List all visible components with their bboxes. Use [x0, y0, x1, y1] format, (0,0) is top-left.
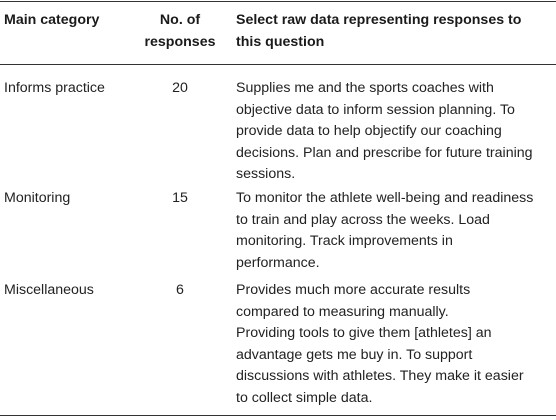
- table-top-rule: [0, 1, 556, 2]
- row-3-line-4: advantage gets me buy in. To support: [236, 346, 473, 363]
- row-1-category: Informs practice: [4, 78, 129, 100]
- header-raw-data-line-1: Select raw data representing responses t…: [236, 12, 522, 28]
- row-1-line-4: decisions. Plan and prescribe for future…: [236, 144, 533, 161]
- row-2-category-text: Monitoring: [4, 190, 71, 206]
- row-1-line-1: Supplies me and the sports coaches with: [236, 80, 494, 96]
- row-3-responses: Provides much more accurate results comp…: [236, 280, 554, 410]
- row-1-count: 20: [130, 78, 230, 100]
- row-2-category: Monitoring: [4, 188, 129, 210]
- row-2-line-3: monitoring. Track improvements in: [236, 233, 453, 250]
- header-raw-data: Select raw data representing responses t…: [236, 10, 554, 53]
- table-bottom-rule: [0, 415, 556, 416]
- row-3-category: Miscellaneous: [4, 280, 129, 302]
- row-1-responses: Supplies me and the sports coaches with …: [236, 78, 554, 186]
- header-number-line-2: responses: [144, 33, 216, 50]
- header-number-line-1: No. of: [159, 12, 201, 28]
- row-1-line-5: sessions.: [236, 166, 296, 183]
- row-3-count-text: 6: [176, 282, 184, 298]
- row-3-line-6: to collect simple data.: [236, 389, 373, 406]
- row-3-line-1: Provides much more accurate results: [236, 282, 471, 298]
- row-1-category-text: Informs practice: [4, 80, 105, 96]
- row-1-line-2: objective data to inform session plannin…: [236, 101, 515, 118]
- header-number-of-responses: No. of responses: [130, 10, 230, 53]
- row-1-line-3: provide data to help objectify our coach…: [236, 123, 502, 140]
- row-2-count-text: 15: [172, 190, 188, 206]
- row-3-count: 6: [130, 280, 230, 302]
- header-main-category: Main category: [4, 10, 129, 32]
- row-2-count: 15: [130, 188, 230, 210]
- row-2-line-2: to train and play across the weeks. Load: [236, 211, 490, 228]
- row-3-line-2: compared to measuring manually.: [236, 303, 449, 320]
- header-raw-data-line-2: this question: [236, 33, 325, 50]
- row-3-line-3: Providing tools to give them [athletes] …: [236, 325, 492, 342]
- row-2-line-1: To monitor the athlete well-being and re…: [236, 190, 534, 206]
- row-1-count-text: 20: [172, 80, 188, 96]
- table-header-rule: [0, 64, 556, 65]
- row-2-line-4: performance.: [236, 254, 320, 271]
- row-3-category-text: Miscellaneous: [4, 282, 94, 298]
- row-2-responses: To monitor the athlete well-being and re…: [236, 188, 554, 274]
- header-main-category-text: Main category: [4, 12, 100, 28]
- row-3-line-5: discussions with athletes. They make it …: [236, 368, 524, 385]
